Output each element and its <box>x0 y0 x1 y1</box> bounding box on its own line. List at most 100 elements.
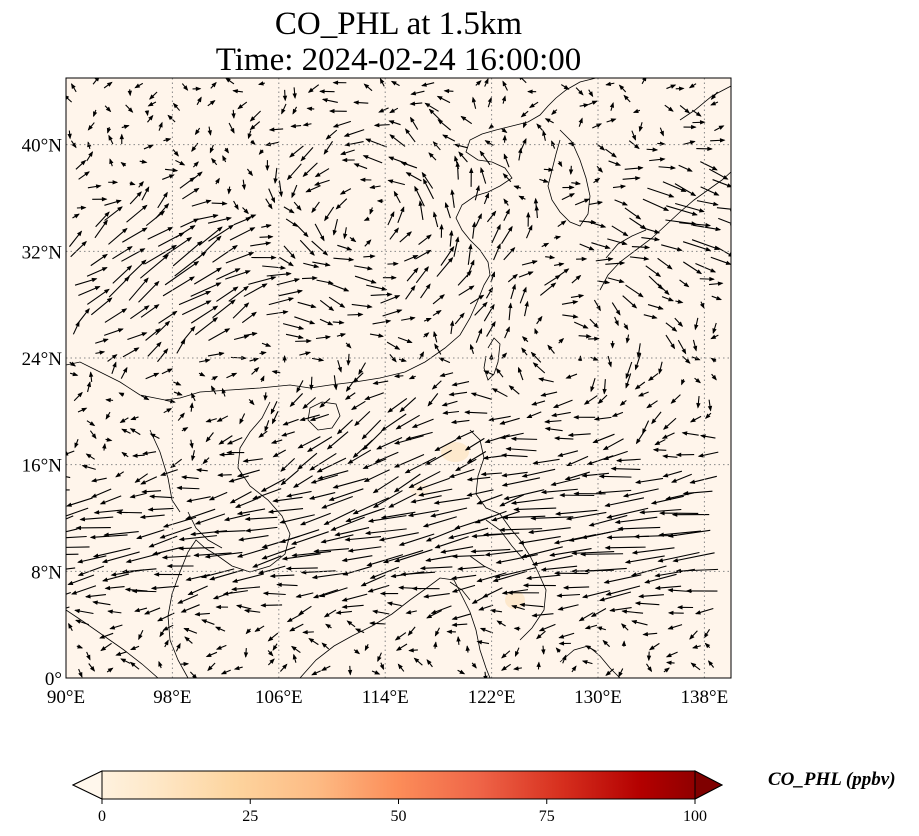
wind-arrow <box>345 381 354 392</box>
wind-arrow <box>227 186 232 195</box>
wind-arrow <box>141 489 162 494</box>
wind-arrow <box>158 310 178 324</box>
wind-arrow <box>205 432 214 443</box>
wind-arrow <box>222 155 227 163</box>
wind-arrow <box>677 339 687 355</box>
wind-arrow <box>353 163 368 170</box>
wind-arrow <box>712 322 717 334</box>
wind-arrow <box>612 184 627 189</box>
wind-arrow <box>508 385 520 395</box>
wind-arrow <box>379 591 399 596</box>
wind-arrow <box>378 532 419 542</box>
colorbar-tick-label: 0 <box>98 808 106 825</box>
wind-arrow <box>453 236 460 257</box>
wind-arrow <box>674 183 697 197</box>
coastline-hainan <box>307 401 341 431</box>
colorbar-tick-label: 100 <box>683 808 707 825</box>
wind-arrow <box>662 454 678 459</box>
wind-arrow <box>465 645 470 653</box>
wind-arrow <box>353 649 361 655</box>
wind-arrow <box>367 584 390 593</box>
wind-arrow <box>531 613 554 618</box>
wind-arrow <box>502 134 507 143</box>
wind-arrow <box>493 243 501 261</box>
wind-arrow <box>167 114 176 123</box>
wind-arrow <box>325 129 338 140</box>
latitude-tick-labels: 0° 8°N 16°N 24°N 32°N 40°N <box>22 136 63 690</box>
wind-arrow <box>297 452 318 470</box>
wind-arrow <box>665 660 675 666</box>
wind-arrow <box>164 261 200 286</box>
wind-arrow <box>261 224 272 229</box>
wind-arrow <box>464 410 488 415</box>
wind-arrow <box>228 475 249 483</box>
wind-arrow <box>112 265 133 284</box>
wind-arrow <box>261 342 272 347</box>
wind-arrow <box>207 126 212 136</box>
wind-arrow <box>658 530 702 537</box>
wind-arrow <box>389 354 397 363</box>
wind-arrow <box>66 450 75 456</box>
wind-arrow <box>315 335 332 340</box>
wind-arrow <box>585 645 597 653</box>
wind-arrow <box>118 392 125 397</box>
wind-arrow <box>66 528 78 533</box>
wind-arrow <box>87 122 95 131</box>
wind-arrow <box>501 471 528 478</box>
wind-arrow <box>103 328 124 336</box>
wind-arrow <box>618 84 627 93</box>
wind-arrow <box>654 585 682 591</box>
wind-arrow <box>181 475 199 480</box>
wind-arrow <box>211 157 218 166</box>
wind-arrow <box>282 323 305 330</box>
wind-arrow <box>372 476 399 494</box>
wind-arrow <box>589 318 599 329</box>
wind-arrow <box>397 663 405 672</box>
wind-arrow <box>564 471 590 481</box>
wind-arrow <box>250 241 272 247</box>
wind-arrow <box>335 610 352 615</box>
wind-arrow <box>606 118 617 123</box>
wind-arrow <box>458 151 468 163</box>
wind-arrow <box>297 301 317 309</box>
wind-arrow <box>638 593 664 599</box>
wind-arrow <box>565 373 578 379</box>
wind-arrow <box>139 159 148 164</box>
wind-arrow <box>536 123 544 131</box>
wind-arrow <box>484 549 523 557</box>
wind-arrow <box>286 490 312 498</box>
wind-arrow <box>208 491 228 501</box>
wind-arrow <box>593 299 601 312</box>
wind-arrow <box>90 253 108 267</box>
wind-arrow <box>696 200 719 207</box>
wind-arrow <box>576 256 588 262</box>
wind-arrow <box>86 267 108 277</box>
wind-arrow <box>689 415 702 423</box>
wind-arrow <box>521 336 529 343</box>
wind-arrow <box>571 181 581 186</box>
wind-arrow <box>354 265 373 271</box>
wind-arrow <box>143 144 154 150</box>
wind-arrow <box>397 337 413 344</box>
wind-arrow <box>86 420 96 427</box>
wind-arrow <box>75 159 87 170</box>
wind-arrow <box>614 516 658 525</box>
wind-arrow <box>161 368 174 375</box>
wind-arrow <box>321 642 330 650</box>
wind-arrow <box>665 334 676 350</box>
wind-arrow <box>681 431 699 436</box>
wind-arrow <box>648 275 664 290</box>
wind-arrow <box>177 594 199 604</box>
wind-arrow <box>434 343 442 355</box>
wind-arrow <box>388 493 417 508</box>
wind-arrow <box>249 357 260 362</box>
wind-arrow <box>330 516 365 531</box>
wind-arrow <box>289 623 304 632</box>
wind-arrow <box>625 334 630 344</box>
wind-arrow <box>268 127 284 132</box>
wind-arrow <box>475 213 482 227</box>
wind-arrow <box>291 184 298 199</box>
wind-arrow <box>260 478 286 492</box>
wind-arrow <box>395 414 420 430</box>
wind-arrow <box>190 282 222 297</box>
